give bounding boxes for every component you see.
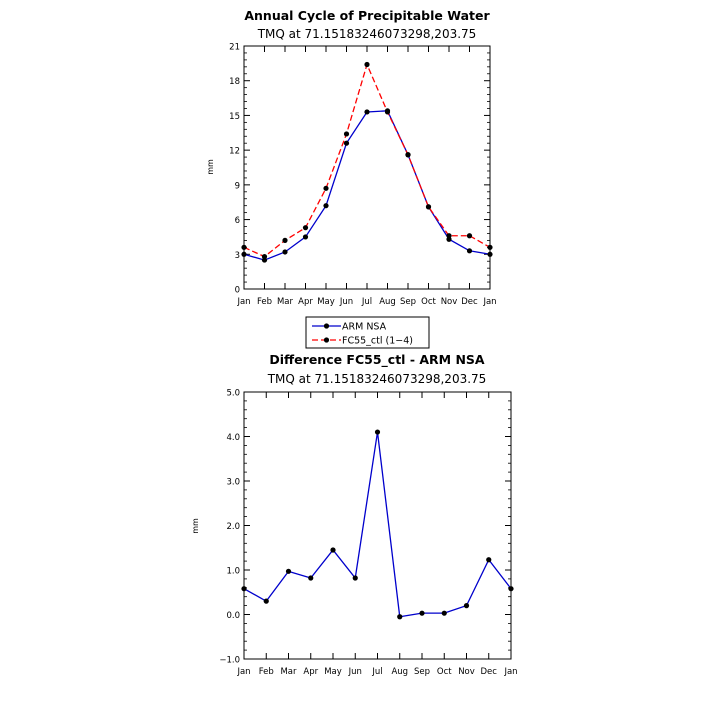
annual-cycle-xtick-label: Jan (236, 297, 250, 307)
annual-cycle-xtick-label: Oct (421, 297, 436, 307)
legend-fc55-label: FC55_ctl (1−4) (342, 336, 413, 347)
annual-cycle-series-1-point (466, 233, 473, 239)
difference-ytick-label: 3.0 (226, 478, 240, 488)
difference-xtick-label: Dec (481, 667, 498, 677)
difference-xtick-label: Mar (280, 667, 297, 677)
annual-cycle-series-0-point (241, 251, 247, 257)
annual-cycle-xtick-label: Dec (461, 297, 478, 307)
annual-cycle-series-1-point (487, 244, 493, 250)
difference-plot-area: −1.0 0.0 1.0 2.0 3.0 4.0 5.0 Jan Feb Mar Apr May Jun… (219, 389, 517, 678)
difference-xtick-label: Oct (437, 667, 452, 677)
annual-cycle-ytick-label: 3 (235, 251, 240, 261)
annual-cycle-subtitle: TMQ at 71.15183246073298,203.75 (257, 27, 477, 41)
annual-cycle-xtick-label: Sep (400, 297, 416, 307)
annual-cycle-title: Annual Cycle of Precipitable Water (244, 8, 490, 23)
difference-xtick-label: Feb (259, 667, 274, 677)
difference-xtick-label: Aug (391, 667, 408, 677)
difference-xtick-label: Jan (503, 667, 517, 677)
difference-title: Difference FC55_ctl - ARM NSA (269, 352, 485, 368)
legend-box (305, 316, 430, 349)
annual-cycle-xtick-label: Mar (277, 297, 294, 307)
difference-ytick-label: −1.0 (219, 656, 240, 666)
difference-xtick-label: Jul (371, 667, 382, 677)
difference-ytick-label: 2.0 (226, 522, 240, 532)
annual-cycle-series-1-point (364, 61, 370, 68)
annual-cycle-ytick-label: 15 (229, 112, 240, 122)
difference-ytick-label: 0.0 (226, 611, 240, 621)
annual-cycle-series-1-point (261, 254, 268, 260)
annual-cycle-xtick-label: Jul (361, 297, 372, 307)
annual-cycle-ytick-label: 0 (235, 286, 240, 296)
difference-series-0-point (330, 547, 336, 553)
annual-cycle-series-1-point (302, 225, 309, 231)
annual-cycle-series-0-point (364, 109, 370, 115)
difference-series-0-point (486, 557, 492, 563)
annual-cycle-series-1-point (384, 109, 391, 115)
annual-cycle-series-0-point (343, 140, 350, 146)
annual-cycle-series-1-point (323, 185, 329, 191)
annual-cycle-ylabel: mm (206, 159, 215, 175)
annual-cycle-series-1-point (446, 233, 452, 239)
annual-cycle-ytick-label: 6 (235, 216, 240, 226)
difference-ytick-label: 1.0 (226, 567, 240, 577)
annual-cycle-xtick-label: Feb (257, 297, 272, 307)
difference-series-0-point (263, 598, 269, 604)
annual-cycle-series-0-point (282, 249, 288, 255)
difference-series-0-point (508, 586, 514, 592)
annual-cycle-ytick-label: 18 (229, 77, 240, 87)
annual-cycle-panel: Annual Cycle of Precipitable Water TMQ a… (206, 8, 497, 349)
annual-cycle-series-0-point (487, 251, 493, 257)
difference-series-0-point (285, 568, 292, 574)
annual-cycle-series-0-point (323, 203, 329, 209)
difference-xtick-label: May (324, 667, 342, 677)
annual-cycle-legend: ARM NSA FC55_ctl (1−4) (305, 316, 430, 349)
annual-cycle-series-0-point (466, 248, 473, 254)
difference-ytick-label: 4.0 (226, 433, 240, 443)
difference-series-0-point (397, 614, 403, 620)
difference-xtick-label: Jan (236, 667, 250, 677)
annual-cycle-series-0-point (302, 234, 309, 240)
difference-series-0-point (374, 429, 381, 435)
difference-xtick-label: Sep (414, 667, 430, 677)
annual-cycle-xtick-label: Aug (379, 297, 396, 307)
annual-cycle-xtick-label: Jan (482, 297, 496, 307)
annual-cycle-xtick-label: Jun (339, 297, 353, 307)
annual-cycle-plot-area: 0 3 6 9 12 15 18 21 Jan Feb Mar Apr May Jun Jul Aug Sep O… (229, 43, 496, 308)
difference-series-0-point (308, 575, 314, 581)
difference-series-0-point (463, 603, 470, 609)
annual-cycle-series-1-point (241, 244, 247, 250)
annual-cycle-series-1-point (405, 152, 411, 158)
difference-subtitle: TMQ at 71.15183246073298,203.75 (267, 372, 487, 386)
difference-series-0-point (352, 575, 358, 581)
annual-cycle-ytick-label: 21 (229, 43, 240, 53)
difference-series-0-point (419, 610, 425, 616)
difference-xtick-label: Jun (348, 667, 362, 677)
difference-xtick-label: Nov (458, 667, 475, 677)
legend-fc55-marker (323, 337, 330, 343)
difference-ylabel: mm (191, 518, 200, 534)
difference-series-0-line (243, 431, 512, 618)
difference-series-0-point (441, 610, 447, 616)
annual-cycle-ytick-label: 9 (235, 181, 240, 191)
difference-panel: Difference FC55_ctl - ARM NSA TMQ at 71.… (191, 352, 518, 677)
legend-arm-nsa-marker (323, 323, 330, 329)
annual-cycle-series-0-line (243, 110, 491, 261)
difference-series-0-point (241, 586, 247, 592)
annual-cycle-series-1-point (425, 204, 432, 210)
difference-ytick-label: 5.0 (226, 389, 240, 399)
annual-cycle-xtick-label: May (317, 297, 335, 307)
legend-arm-nsa-label: ARM NSA (342, 322, 387, 333)
annual-cycle-series-1-point (282, 237, 288, 243)
annual-cycle-series-1-line (243, 62, 491, 258)
annual-cycle-xtick-label: Apr (298, 297, 313, 307)
annual-cycle-ytick-label: 12 (229, 147, 240, 157)
annual-cycle-series-1-point (343, 131, 350, 137)
annual-cycle-frame (243, 45, 491, 290)
annual-cycle-xtick-label: Nov (441, 297, 458, 307)
difference-xtick-label: Apr (303, 667, 318, 677)
